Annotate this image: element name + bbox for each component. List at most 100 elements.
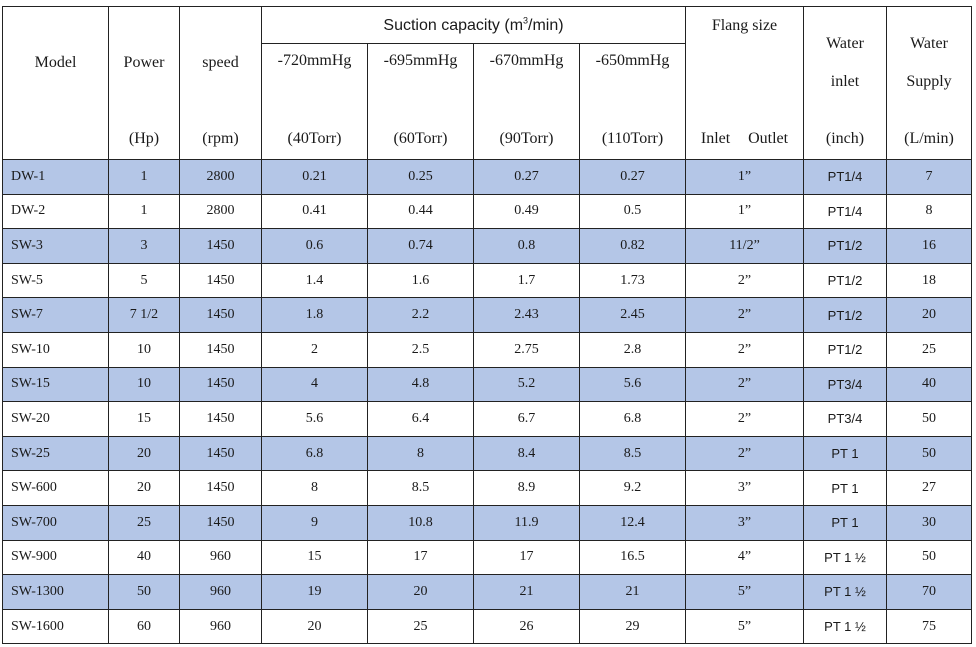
cell-water-inlet: PT 1 [803,435,887,472]
cell-water-supply: 20 [886,297,972,333]
cell-model: DW-2 [2,193,109,230]
water-inlet-line1: Water [826,35,864,53]
cell-speed: 1450 [179,262,262,299]
cell-capacity-695: 8.5 [367,470,474,506]
cell-capacity-670: 17 [473,539,580,576]
cell-flange: 5” [685,608,804,645]
cell-water-supply: 30 [886,504,972,541]
cell-water-inlet: PT1/2 [803,262,887,299]
cell-water-inlet: PT1/4 [803,159,887,195]
cell-speed: 1450 [179,470,262,506]
unit-flange: Inlet Outlet [685,119,804,160]
cell-water-supply: 70 [886,574,972,610]
cell-capacity-650: 9.2 [579,470,686,506]
cell-capacity-695: 0.25 [367,159,474,195]
cell-speed: 1450 [179,435,262,472]
cell-capacity-695: 17 [367,539,474,576]
cell-model: SW-600 [2,470,109,506]
pump-spec-table: Model Power speed Suction capacity (m3/m… [2,6,972,645]
cell-capacity-695: 8 [367,435,474,472]
header-water-inlet: Water inlet [803,6,887,120]
cell-power: 25 [108,504,180,541]
cell-capacity-695: 2.5 [367,331,474,368]
cell-power: 3 [108,228,180,264]
cell-speed: 960 [179,608,262,645]
cell-capacity-670: 26 [473,608,580,645]
cell-capacity-720: 1.4 [261,262,368,299]
table-row: SW-600 20 1450 8 8.5 8.9 9.2 3” PT 1 27 [2,470,972,506]
cell-power: 1 [108,193,180,230]
cell-speed: 960 [179,574,262,610]
cell-power: 40 [108,539,180,576]
cell-speed: 1450 [179,401,262,437]
table-body: DW-1 1 2800 0.21 0.25 0.27 0.27 1” PT1/4 7 DW-2 1 28… [2,159,972,645]
table-row: SW-25 20 1450 6.8 8 8.4 8.5 2” PT 1 50 [2,435,972,472]
cell-capacity-670: 2.75 [473,331,580,368]
cell-water-inlet: PT 1 ½ [803,608,887,645]
cell-water-supply: 8 [886,193,972,230]
cell-capacity-720: 4 [261,366,368,403]
cell-capacity-720: 6.8 [261,435,368,472]
cell-model: SW-1600 [2,608,109,645]
header-water-supply: Water Supply [886,6,972,120]
header-flang-size: Flang size [685,6,804,120]
cell-flange: 1” [685,193,804,230]
table-row: SW-5 5 1450 1.4 1.6 1.7 1.73 2” PT1/2 18 [2,262,972,299]
cell-capacity-720: 19 [261,574,368,610]
cell-speed: 2800 [179,193,262,230]
table-row: SW-15 10 1450 4 4.8 5.2 5.6 2” PT3/4 40 [2,366,972,403]
header-pressure-695: -695mmHg [367,43,474,120]
cell-flange: 2” [685,262,804,299]
water-supply-line2: Supply [906,73,952,91]
cell-speed: 2800 [179,159,262,195]
cell-capacity-670: 0.8 [473,228,580,264]
cell-capacity-695: 1.6 [367,262,474,299]
cell-model: SW-3 [2,228,109,264]
table-row: SW-3 3 1450 0.6 0.74 0.8 0.82 11/2” PT1/2 16 [2,228,972,264]
cell-water-inlet: PT1/2 [803,297,887,333]
cell-flange: 2” [685,331,804,368]
cell-speed: 1450 [179,228,262,264]
cell-power: 50 [108,574,180,610]
cell-capacity-650: 12.4 [579,504,686,541]
cell-water-inlet: PT 1 ½ [803,539,887,576]
cell-capacity-670: 5.2 [473,366,580,403]
cell-capacity-650: 8.5 [579,435,686,472]
cell-capacity-695: 6.4 [367,401,474,437]
unit-torr-60: (60Torr) [367,119,474,160]
cell-capacity-720: 5.6 [261,401,368,437]
water-supply-line1: Water [910,35,948,53]
cell-water-inlet: PT1/4 [803,193,887,230]
header-speed: speed [179,6,262,120]
cell-capacity-650: 1.73 [579,262,686,299]
cell-power: 15 [108,401,180,437]
cell-model: SW-900 [2,539,109,576]
cell-flange: 2” [685,401,804,437]
table-row: DW-2 1 2800 0.41 0.44 0.49 0.5 1” PT1/4 8 [2,193,972,230]
cell-water-inlet: PT3/4 [803,401,887,437]
cell-capacity-695: 25 [367,608,474,645]
cell-water-supply: 50 [886,539,972,576]
cell-capacity-720: 0.41 [261,193,368,230]
cell-capacity-650: 16.5 [579,539,686,576]
cell-capacity-720: 8 [261,470,368,506]
table-header: Model Power speed Suction capacity (m3/m… [2,6,972,160]
header-suction-capacity: Suction capacity (m3/min) [261,6,686,44]
cell-capacity-670: 11.9 [473,504,580,541]
table-row: SW-700 25 1450 9 10.8 11.9 12.4 3” PT 1 30 [2,504,972,541]
cell-power: 20 [108,435,180,472]
cell-capacity-670: 1.7 [473,262,580,299]
unit-torr-110: (110Torr) [579,119,686,160]
unit-flange-outlet: Outlet [748,130,789,148]
unit-torr-90: (90Torr) [473,119,580,160]
cell-capacity-695: 0.74 [367,228,474,264]
cell-capacity-720: 15 [261,539,368,576]
cell-capacity-650: 5.6 [579,366,686,403]
cell-capacity-720: 1.8 [261,297,368,333]
cell-model: SW-10 [2,331,109,368]
cell-power: 10 [108,366,180,403]
unit-speed: (rpm) [179,119,262,160]
unit-torr-40: (40Torr) [261,119,368,160]
header-power: Power [108,6,180,120]
cell-model: SW-5 [2,262,109,299]
